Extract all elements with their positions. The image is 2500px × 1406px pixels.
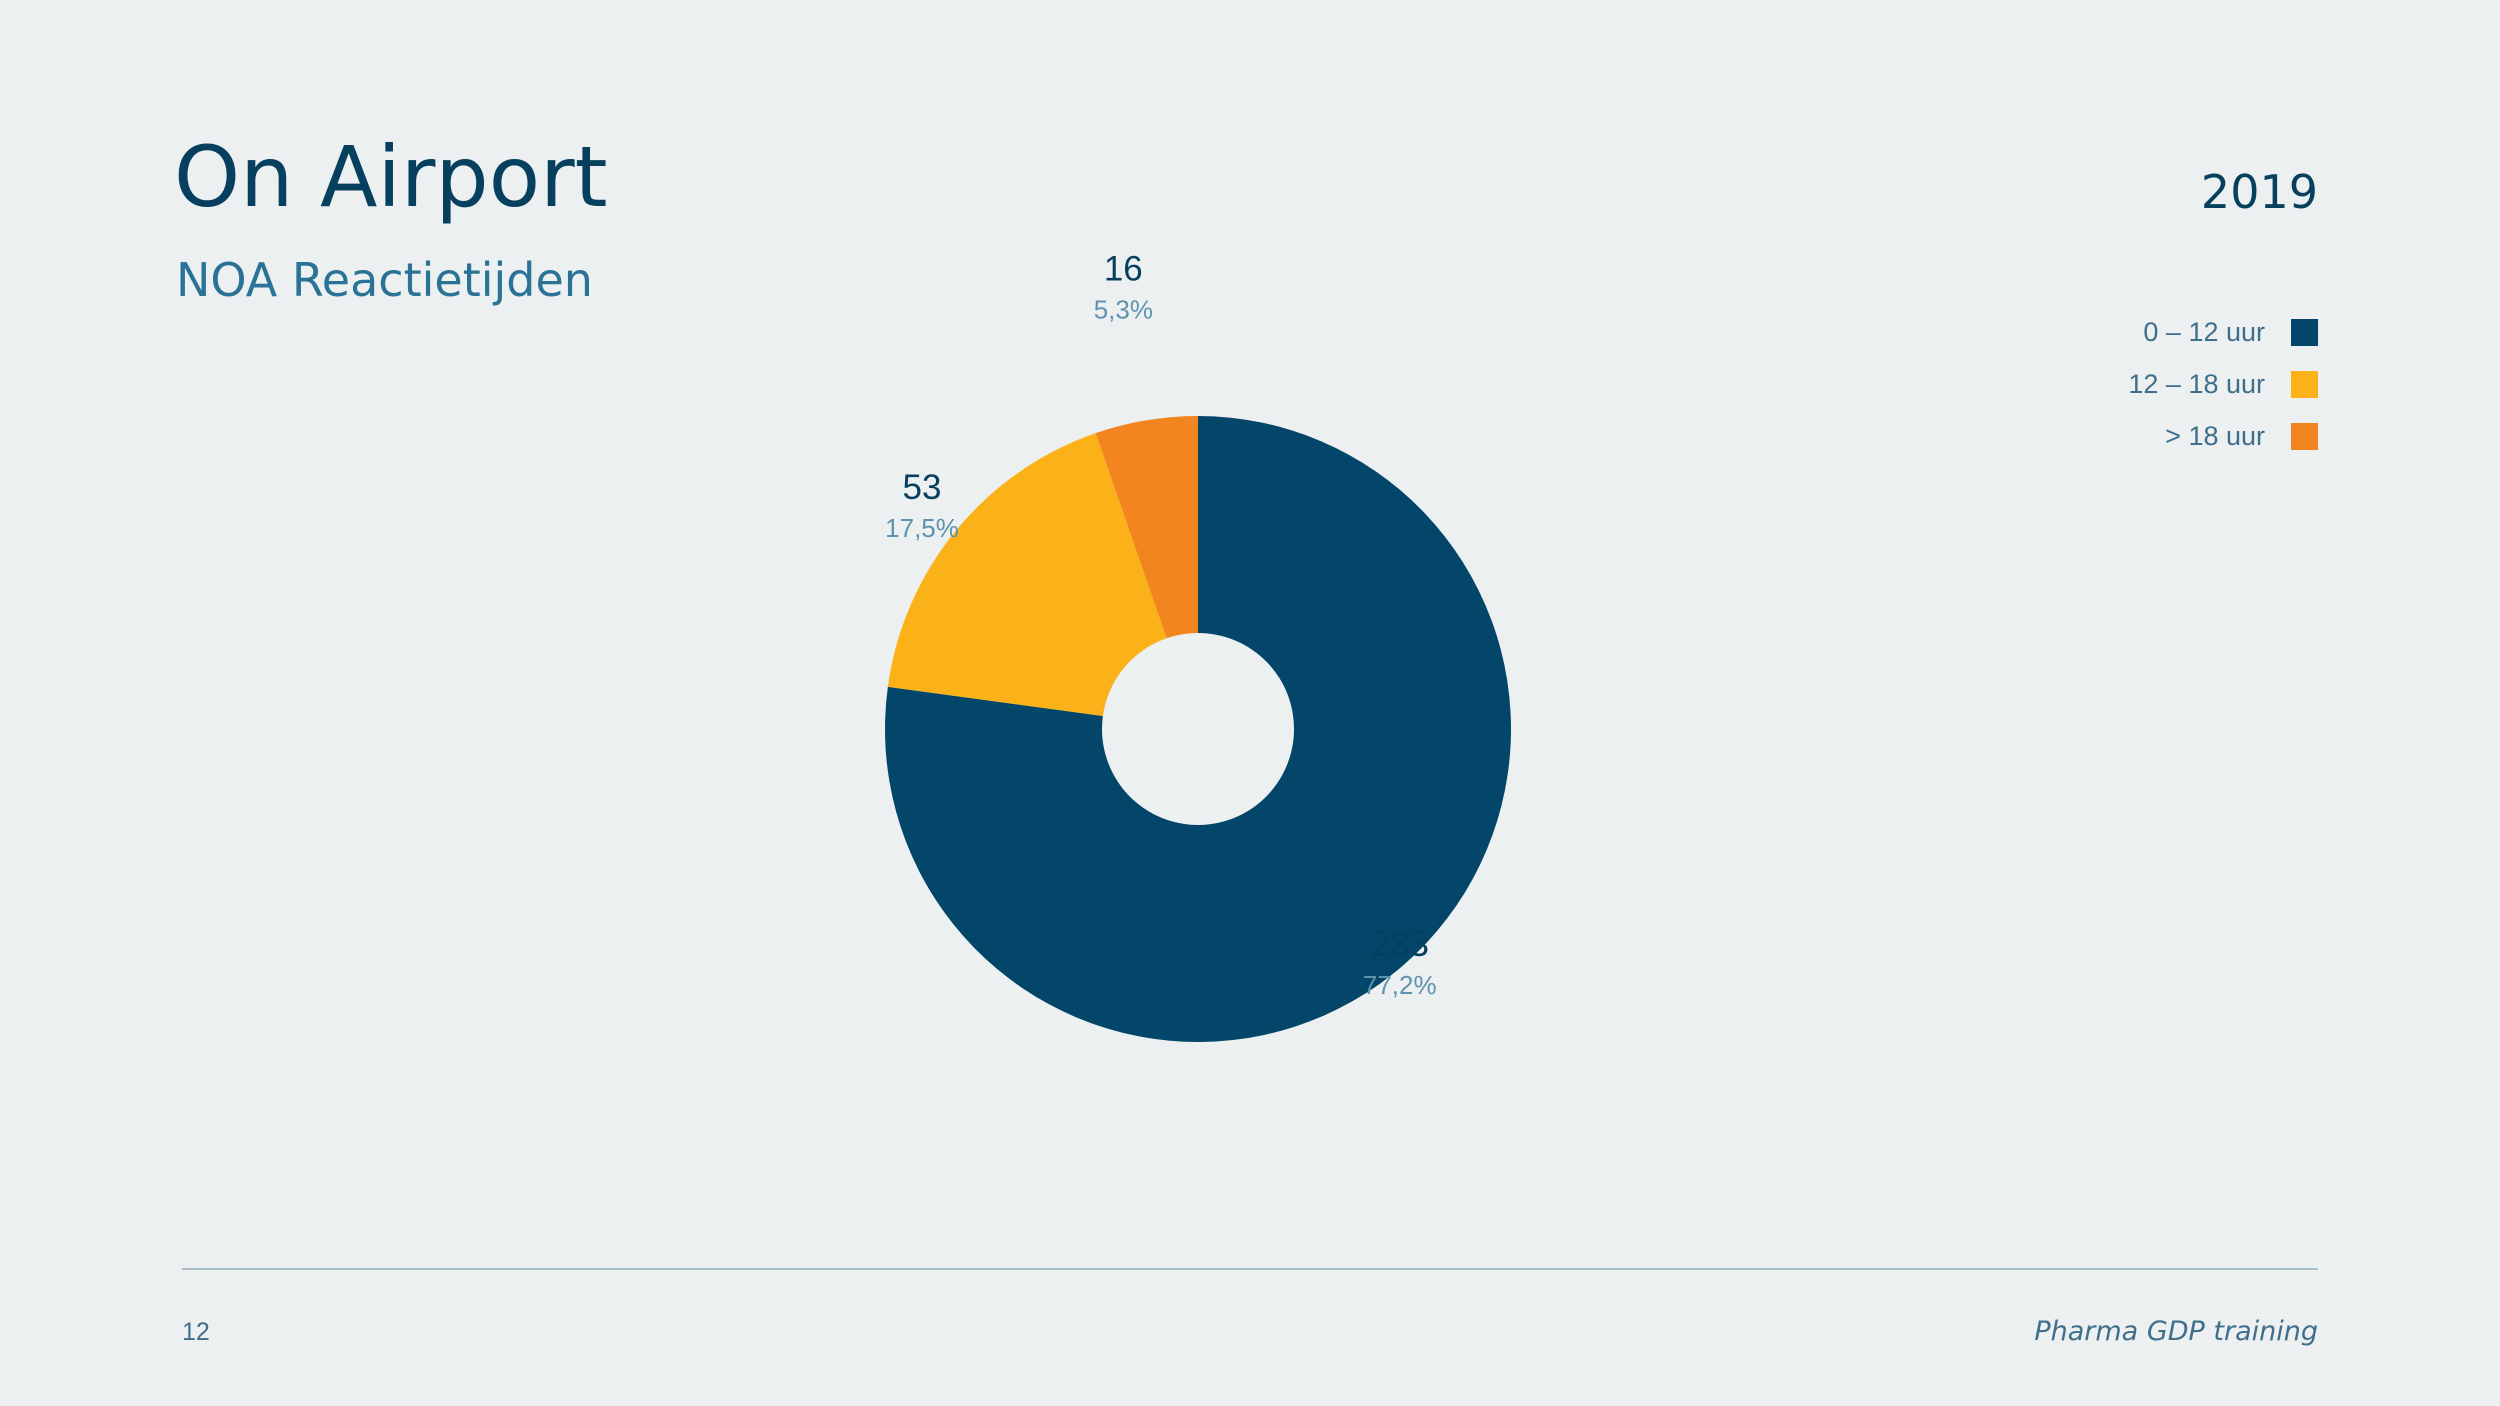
legend-item-12-18-uur: 12 – 18 uur [2128, 368, 2318, 399]
slice-percent-label: 5,3% [1094, 295, 1153, 325]
legend-swatch [2291, 422, 2318, 450]
legend-item-over-18-uur: > 18 uur [2165, 420, 2318, 451]
year-label: 2019 [2200, 165, 2318, 219]
page-number: 12 [182, 1318, 210, 1346]
legend-label: 0 – 12 uur [2143, 316, 2265, 347]
slice-value-label: 16 [1104, 250, 1143, 289]
donut-slice [1095, 416, 1198, 639]
slice-value-label: 233 [1371, 925, 1429, 964]
slide-title: On Airport [174, 128, 608, 226]
slice-percent-label: 17,5% [885, 513, 959, 543]
slice-percent-label: 77,2% [1363, 970, 1437, 1000]
donut-slice [884, 416, 1511, 1042]
legend-label: > 18 uur [2165, 420, 2265, 451]
donut-slices [884, 416, 1511, 1042]
slice-value-label: 53 [903, 468, 942, 507]
legend-swatch [2291, 370, 2318, 398]
chart-legend: 0 – 12 uur 12 – 18 uur > 18 uur [2128, 316, 2318, 451]
legend-item-0-12-uur: 0 – 12 uur [2143, 316, 2318, 347]
donut-labels: 233 77,2% 53 17,5% 16 5,3% [885, 250, 1436, 1001]
footer-divider [182, 1268, 2318, 1270]
donut-slice [887, 433, 1167, 717]
legend-swatch [2291, 318, 2318, 346]
slide-subtitle: NOA Reactietijden [176, 253, 593, 307]
legend-label: 12 – 18 uur [2128, 368, 2265, 399]
footer-text: Pharma GDP training [2034, 1316, 2318, 1347]
